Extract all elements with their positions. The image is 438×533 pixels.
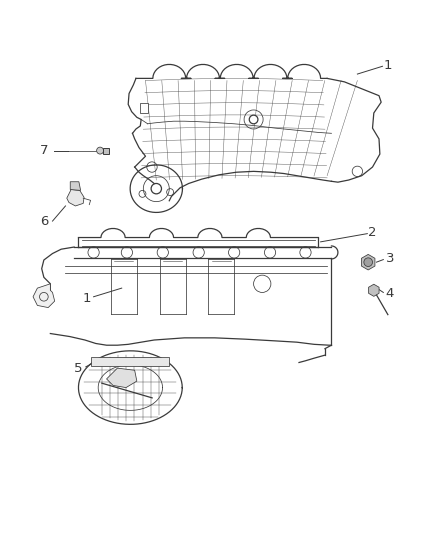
Polygon shape	[106, 368, 137, 387]
Polygon shape	[140, 103, 148, 113]
Text: 6: 6	[40, 215, 48, 228]
Circle shape	[151, 183, 162, 194]
Polygon shape	[67, 190, 84, 206]
Polygon shape	[368, 284, 379, 296]
Text: 3: 3	[385, 252, 394, 265]
Circle shape	[97, 147, 103, 154]
FancyBboxPatch shape	[102, 148, 109, 154]
Polygon shape	[70, 182, 81, 190]
Text: 1: 1	[83, 293, 92, 305]
Text: 4: 4	[385, 287, 394, 300]
Text: 5: 5	[74, 361, 83, 375]
Text: 7: 7	[39, 144, 48, 157]
Text: 1: 1	[383, 59, 392, 72]
Polygon shape	[361, 254, 375, 270]
Polygon shape	[33, 284, 55, 308]
Circle shape	[364, 258, 372, 266]
Circle shape	[249, 115, 258, 124]
Polygon shape	[92, 357, 169, 366]
Text: 2: 2	[368, 227, 377, 239]
